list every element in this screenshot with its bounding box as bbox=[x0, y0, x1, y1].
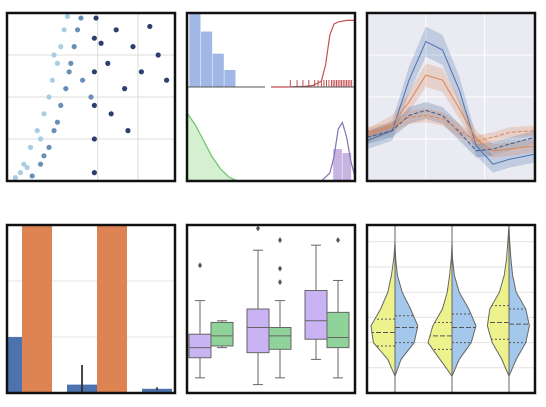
histogram-bar bbox=[224, 69, 236, 87]
scatter-point bbox=[46, 94, 52, 100]
box bbox=[188, 333, 212, 359]
histogram-bar bbox=[201, 31, 213, 87]
panel-frame bbox=[185, 223, 357, 395]
kde-line bbox=[320, 121, 355, 181]
scatter-point bbox=[147, 23, 153, 30]
bar bbox=[22, 225, 52, 393]
scatter-point bbox=[138, 69, 144, 75]
panel bbox=[187, 13, 355, 181]
panel-frame bbox=[365, 223, 537, 395]
violin-half bbox=[508, 225, 530, 393]
scatter-point bbox=[91, 102, 97, 108]
scatter-point bbox=[41, 111, 47, 117]
scatter-point bbox=[98, 40, 104, 46]
scatter-point bbox=[58, 44, 64, 50]
scatter-point bbox=[17, 170, 24, 176]
histogram-bar bbox=[333, 149, 342, 181]
box bbox=[210, 321, 234, 347]
scatter-point bbox=[29, 173, 35, 179]
kde-area bbox=[187, 113, 238, 181]
scatter-point bbox=[66, 69, 72, 75]
panel bbox=[188, 225, 350, 386]
scatter-point bbox=[12, 175, 18, 181]
scatter-point bbox=[91, 170, 97, 176]
scatter-point bbox=[130, 44, 136, 50]
scatter-point bbox=[63, 86, 69, 92]
scatter-point bbox=[51, 52, 57, 58]
scatter-point bbox=[155, 52, 161, 58]
scatter-point bbox=[108, 111, 114, 117]
outlier bbox=[336, 237, 340, 244]
box bbox=[304, 290, 328, 340]
box bbox=[326, 311, 350, 349]
scatter-point bbox=[91, 69, 97, 75]
scatter-point bbox=[71, 44, 77, 50]
scatter-point bbox=[74, 27, 81, 33]
scatter-point bbox=[164, 77, 170, 83]
series-line bbox=[367, 114, 535, 142]
panel-frame bbox=[5, 223, 177, 395]
series-line bbox=[367, 109, 535, 152]
outlier bbox=[256, 225, 260, 232]
scatter-point bbox=[21, 161, 27, 167]
scatter-point bbox=[38, 136, 44, 142]
scatter-point bbox=[91, 35, 97, 41]
histogram-bar bbox=[342, 153, 352, 181]
scatter-point bbox=[105, 60, 111, 66]
scatter-point bbox=[78, 15, 84, 21]
violin-half bbox=[486, 225, 510, 393]
scatter-point bbox=[49, 77, 55, 83]
scatter-point bbox=[38, 161, 44, 167]
bar bbox=[7, 337, 22, 393]
scatter-point bbox=[54, 60, 61, 66]
scatter-point bbox=[58, 102, 64, 108]
panel-frame bbox=[5, 11, 177, 183]
bar bbox=[142, 388, 172, 393]
violin-half bbox=[451, 225, 477, 393]
scatter-point bbox=[93, 15, 99, 21]
bar bbox=[97, 225, 127, 393]
scatter-point bbox=[34, 128, 40, 134]
scatter-point bbox=[61, 27, 67, 33]
kde-line bbox=[271, 19, 355, 88]
series-line bbox=[367, 74, 535, 152]
outlier bbox=[278, 237, 282, 244]
scatter-point bbox=[51, 128, 57, 134]
violin-half bbox=[394, 225, 419, 393]
scatter-point bbox=[113, 27, 119, 33]
box bbox=[246, 308, 270, 354]
scatter-point bbox=[64, 13, 71, 19]
outlier bbox=[278, 265, 282, 272]
panel bbox=[7, 225, 175, 393]
scatter-point bbox=[91, 136, 97, 142]
scatter-point bbox=[27, 144, 34, 150]
outlier bbox=[278, 279, 282, 286]
panel bbox=[367, 13, 535, 181]
histogram-bar bbox=[212, 53, 224, 87]
histogram-bar bbox=[189, 13, 201, 87]
scatter-point bbox=[88, 94, 94, 100]
kde-line bbox=[187, 112, 238, 181]
panel bbox=[367, 225, 535, 393]
series-line bbox=[367, 40, 535, 165]
box bbox=[268, 326, 292, 350]
scatter-point bbox=[80, 77, 86, 83]
panel bbox=[7, 13, 175, 181]
panel-frame bbox=[365, 11, 537, 183]
scatter-point bbox=[122, 86, 128, 92]
confidence-band bbox=[367, 108, 535, 146]
scatter-point bbox=[41, 153, 47, 159]
panel-frame bbox=[185, 11, 357, 183]
scatter-point bbox=[125, 128, 131, 134]
outlier bbox=[198, 262, 202, 269]
scatter-point bbox=[54, 119, 61, 125]
scatter-point bbox=[68, 60, 74, 66]
scatter-point bbox=[24, 164, 30, 171]
scatter-point bbox=[46, 144, 52, 150]
